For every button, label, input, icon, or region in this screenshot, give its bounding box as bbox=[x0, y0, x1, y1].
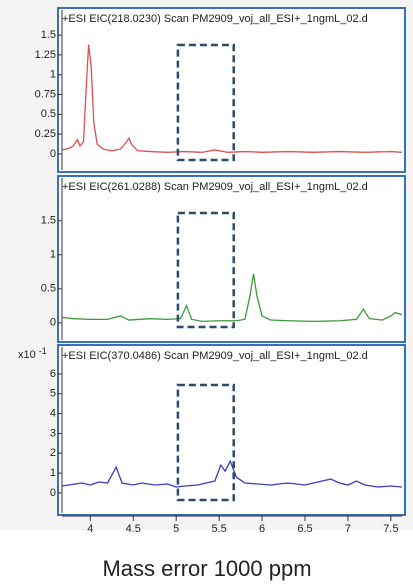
y-tick-label: 0 bbox=[50, 487, 56, 499]
caption: Mass error 1000 ppm bbox=[102, 556, 311, 581]
y-tick-label: 1.5 bbox=[41, 29, 56, 41]
y-multiplier-exponent: -1 bbox=[39, 346, 47, 356]
y-tick-label: 1 bbox=[50, 249, 56, 261]
series-line bbox=[62, 44, 402, 153]
plot bbox=[62, 273, 402, 323]
x-tick-label: 4.5 bbox=[126, 523, 141, 535]
y-tick-label: 2 bbox=[50, 447, 56, 459]
x-tick-label: 6 bbox=[259, 523, 265, 535]
y-multiplier: x10 -1 bbox=[18, 346, 47, 361]
y-tick-label: 0 bbox=[50, 148, 56, 160]
plot bbox=[62, 459, 402, 488]
panel bbox=[57, 175, 406, 343]
highlight-box bbox=[176, 211, 235, 329]
panel bbox=[57, 344, 406, 516]
panel-title: +ESI EIC(218.0230) Scan PM2909_voj_all_E… bbox=[62, 13, 368, 25]
panel-title: +ESI EIC(370.0486) Scan PM2909_voj_all_E… bbox=[62, 350, 368, 362]
x-tick-label: 5.5 bbox=[211, 523, 226, 535]
series-line bbox=[62, 273, 402, 323]
y-multiplier-base: x10 bbox=[18, 349, 36, 361]
series-line bbox=[62, 459, 402, 488]
highlight-box bbox=[176, 383, 235, 502]
y-tick-label: 1.25 bbox=[35, 49, 56, 61]
y-tick-label: 0.5 bbox=[41, 283, 56, 295]
x-tick-label: 6.5 bbox=[297, 523, 312, 535]
panel bbox=[57, 7, 406, 173]
panel-title: +ESI EIC(261.0288) Scan PM2909_voj_all_E… bbox=[62, 181, 368, 193]
y-tick-label: 0.75 bbox=[35, 88, 56, 100]
y-tick-label: 3 bbox=[50, 427, 56, 439]
plot bbox=[62, 44, 402, 153]
x-tick-label: 4 bbox=[87, 523, 93, 535]
highlight-box bbox=[176, 43, 235, 162]
y-tick-label: 1.5 bbox=[41, 215, 56, 227]
y-tick-label: 0.5 bbox=[41, 108, 56, 120]
x-tick-label: 7.5 bbox=[383, 523, 398, 535]
y-tick-label: 0.25 bbox=[35, 128, 56, 140]
y-tick-label: 1 bbox=[50, 69, 56, 81]
x-tick-label: 5 bbox=[173, 523, 179, 535]
y-tick-label: 1 bbox=[50, 467, 56, 479]
y-tick-label: 6 bbox=[50, 368, 56, 380]
x-tick-label: 7 bbox=[345, 523, 351, 535]
y-tick-label: 4 bbox=[50, 408, 56, 420]
y-tick-label: 5 bbox=[50, 388, 56, 400]
y-tick-label: 0 bbox=[50, 317, 56, 329]
